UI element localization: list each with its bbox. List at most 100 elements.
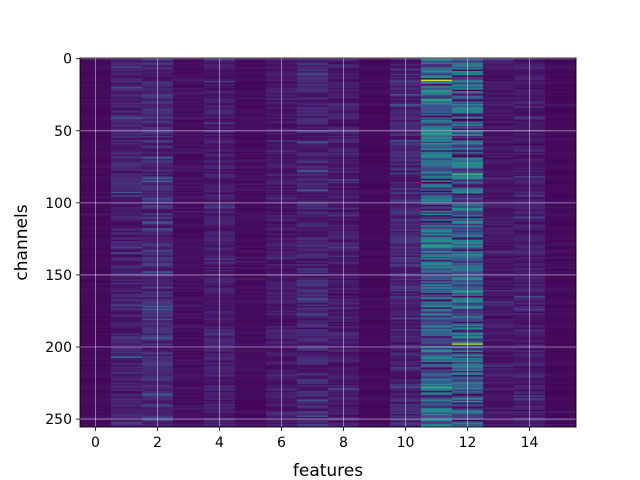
heatmap-cell: [483, 108, 515, 111]
heatmap-cell: [545, 118, 577, 121]
heatmap-cell: [421, 236, 453, 239]
heatmap-cell: [173, 255, 205, 258]
heatmap-cell: [483, 377, 515, 380]
heatmap-cell: [297, 373, 329, 376]
heatmap-cell: [359, 269, 391, 272]
heatmap-cell: [173, 406, 205, 409]
heatmap-cell: [421, 339, 453, 341]
heatmap-cell: [421, 367, 453, 370]
heatmap-cell: [421, 328, 453, 331]
heatmap-cell: [545, 127, 577, 129]
heatmap-cell: [173, 59, 205, 62]
heatmap-cell: [111, 403, 143, 406]
heatmap-cell: [173, 91, 205, 93]
heatmap-cell: [111, 99, 143, 102]
heatmap-cell: [359, 416, 391, 419]
heatmap-cell: [173, 210, 205, 213]
heatmap-cell: [173, 248, 205, 251]
heatmap-cell: [483, 181, 515, 184]
heatmap-cell: [483, 267, 515, 269]
heatmap-cell: [421, 395, 453, 398]
heatmap-cell: [297, 288, 329, 291]
heatmap-cell: [483, 254, 515, 256]
heatmap-cell: [111, 282, 143, 285]
heatmap-cell: [173, 196, 205, 199]
heatmap-cell: [173, 258, 205, 261]
heatmap-cell: [359, 285, 391, 288]
heatmap-cell: [359, 344, 391, 347]
heatmap-cell: [545, 259, 577, 262]
heatmap-cell: [421, 406, 453, 409]
heatmap-cell: [111, 401, 143, 403]
heatmap-cell: [111, 76, 143, 79]
heatmap-cell: [297, 94, 329, 96]
heatmap-cell: [173, 265, 205, 268]
heatmap-cell: [483, 156, 515, 158]
heatmap-cell: [111, 73, 143, 76]
heatmap-cell: [173, 249, 205, 252]
heatmap-cell: [297, 66, 329, 69]
heatmap-cell: [483, 122, 515, 125]
heatmap-cell: [421, 287, 453, 289]
heatmap-cell: [545, 323, 577, 325]
heatmap-cell: [297, 141, 329, 144]
heatmap-cell: [359, 295, 391, 298]
heatmap-cell: [421, 396, 453, 399]
heatmap-cell: [297, 216, 329, 219]
heatmap-cell: [173, 147, 205, 150]
heatmap-cell: [297, 255, 329, 258]
heatmap-cell: [545, 112, 577, 115]
heatmap-cell: [173, 398, 205, 400]
heatmap-cell: [111, 203, 143, 206]
heatmap-cell: [235, 73, 267, 76]
heatmap-cell: [235, 331, 267, 334]
heatmap-cell: [483, 330, 515, 333]
heatmap-cell: [173, 105, 205, 108]
heatmap-cell: [483, 70, 515, 73]
heatmap-cell: [483, 229, 515, 232]
heatmap-cell: [421, 228, 453, 230]
heatmap-cell: [173, 104, 205, 106]
heatmap-cell: [421, 184, 453, 187]
heatmap-cell: [173, 392, 205, 395]
heatmap-cell: [235, 388, 267, 390]
heatmap-cell: [297, 145, 329, 148]
heatmap-cell: [235, 111, 267, 114]
heatmap-cell: [173, 197, 205, 200]
heatmap-cell: [545, 311, 577, 314]
heatmap-cell: [235, 171, 267, 174]
heatmap-cell: [545, 65, 577, 67]
heatmap-cell: [235, 375, 267, 377]
heatmap-cell: [421, 140, 453, 142]
heatmap-cell: [483, 321, 515, 324]
heatmap-cell: [235, 376, 267, 379]
heatmap-cell: [111, 386, 143, 389]
heatmap-cell: [111, 304, 143, 307]
heatmap-cell: [483, 314, 515, 317]
heatmap-cell: [421, 320, 453, 323]
heatmap-cell: [359, 304, 391, 307]
heatmap-cell: [297, 376, 329, 379]
heatmap-cell: [421, 216, 453, 219]
heatmap-cell: [173, 267, 205, 269]
heatmap-cell: [483, 92, 515, 95]
heatmap-cell: [297, 91, 329, 93]
heatmap-cell: [235, 186, 267, 189]
heatmap-cell: [173, 212, 205, 214]
heatmap-cell: [483, 81, 515, 83]
y-tick-label: 150: [45, 268, 72, 284]
heatmap-cell: [421, 264, 453, 266]
heatmap-cell: [297, 230, 329, 233]
heatmap-cell: [235, 425, 267, 428]
heatmap-cell: [173, 180, 205, 183]
heatmap-cell: [297, 411, 329, 413]
heatmap-cell: [359, 287, 391, 289]
heatmap-cell: [111, 183, 143, 186]
heatmap-cell: [359, 69, 391, 72]
heatmap-cell: [297, 326, 329, 328]
heatmap-cell: [173, 354, 205, 357]
heatmap-cell: [297, 207, 329, 210]
heatmap-cell: [421, 298, 453, 301]
heatmap-cell: [235, 347, 267, 350]
heatmap-cell: [111, 206, 143, 209]
